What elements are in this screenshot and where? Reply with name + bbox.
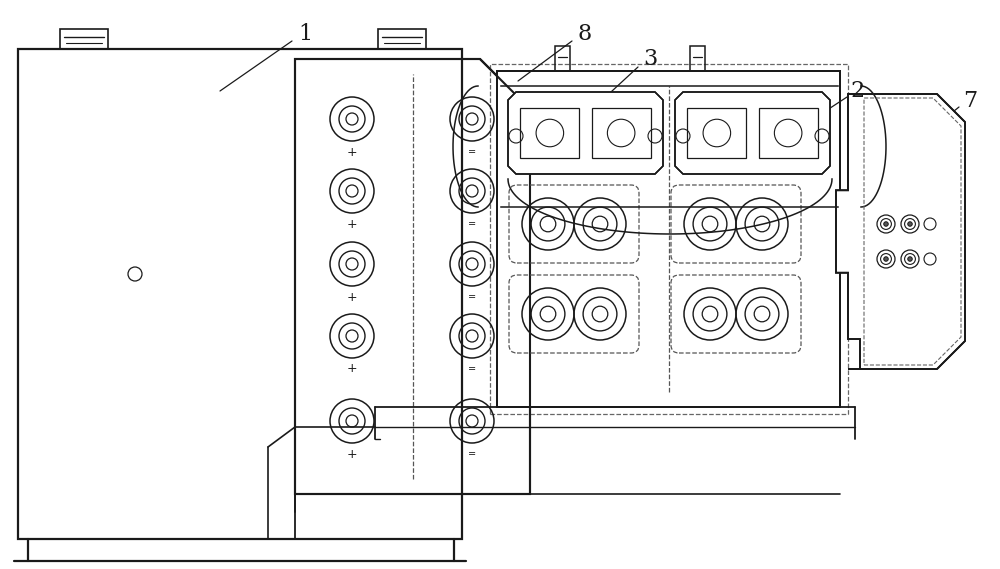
Polygon shape <box>508 92 663 174</box>
Polygon shape <box>836 94 965 369</box>
Text: =: = <box>468 449 476 459</box>
Text: +: + <box>347 291 357 303</box>
Text: 1: 1 <box>298 23 312 45</box>
Text: +: + <box>347 447 357 460</box>
Bar <box>690 46 705 71</box>
Bar <box>555 46 570 71</box>
Text: +: + <box>347 146 357 159</box>
Circle shape <box>908 222 912 226</box>
Circle shape <box>884 222 888 226</box>
Text: 8: 8 <box>578 23 592 45</box>
Bar <box>490 64 848 414</box>
Circle shape <box>908 257 912 261</box>
Text: +: + <box>347 362 357 376</box>
Text: 2: 2 <box>851 80 865 102</box>
Text: 3: 3 <box>643 48 657 70</box>
Bar <box>759 109 818 158</box>
Text: =: = <box>468 364 476 374</box>
Circle shape <box>884 257 888 261</box>
Bar <box>520 109 579 158</box>
Polygon shape <box>675 92 830 174</box>
Bar <box>378 29 426 49</box>
Polygon shape <box>497 71 840 407</box>
Text: =: = <box>468 292 476 302</box>
Polygon shape <box>295 59 530 494</box>
Text: +: + <box>347 217 357 230</box>
Text: 7: 7 <box>963 90 977 112</box>
Bar <box>687 109 746 158</box>
Bar <box>60 29 108 49</box>
Text: =: = <box>468 219 476 229</box>
Text: =: = <box>468 147 476 157</box>
Bar <box>592 109 651 158</box>
